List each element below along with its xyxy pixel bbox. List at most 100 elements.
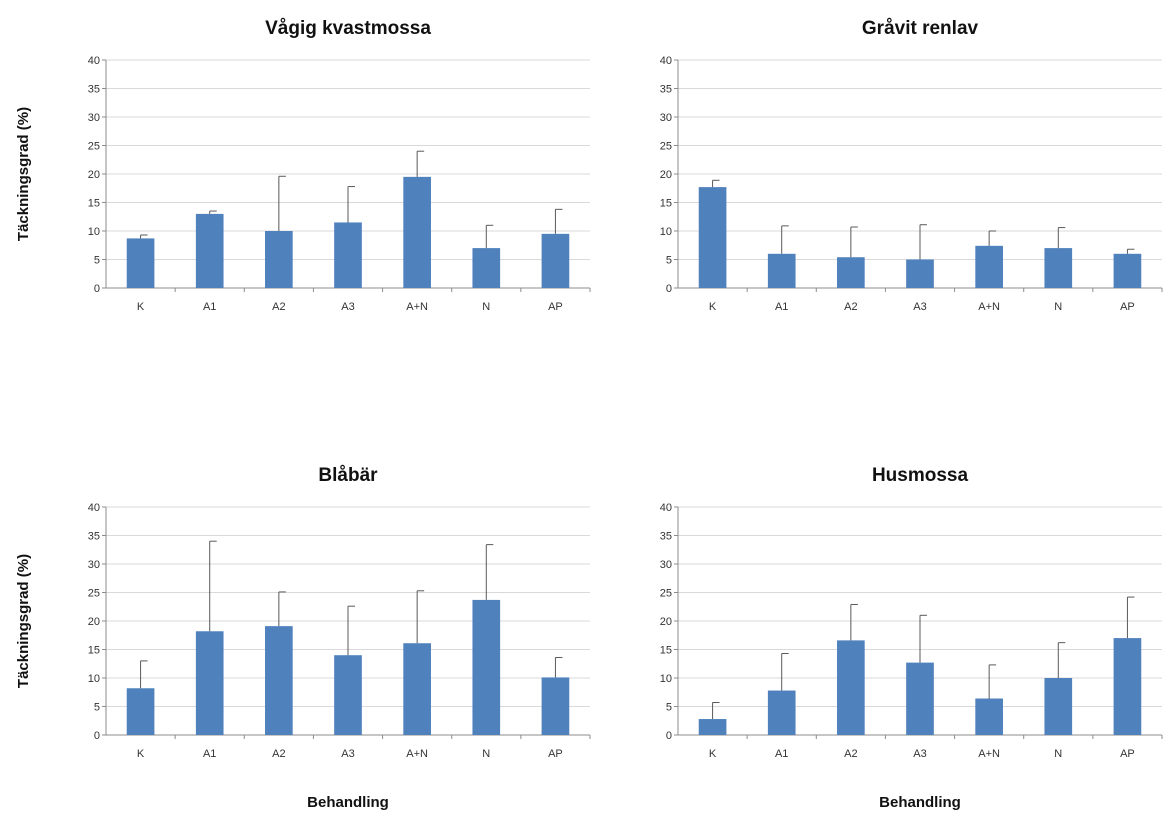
x-tick-label: AP [1120,748,1135,760]
y-tick-label: 0 [666,730,672,742]
chart-title: Gråvit renlav [862,18,979,39]
bar-AP [541,233,570,288]
bar-A3 [906,662,934,735]
y-tick-label: 20 [88,169,100,181]
x-tick-label: A1 [775,748,788,760]
x-tick-label: A+N [978,748,1000,760]
y-tick-label: 10 [660,673,672,685]
x-tick-label: A3 [341,301,354,313]
x-tick-label: A2 [844,748,857,760]
bar-AP [1113,638,1142,735]
y-tick-label: 35 [88,531,100,543]
bar-AP [541,677,570,735]
y-tick-label: 15 [660,645,672,657]
x-tick-label: A2 [272,301,285,313]
y-tick-label: 15 [660,198,672,210]
x-tick-label: A3 [341,748,354,760]
y-tick-label: 15 [88,198,100,210]
x-tick-label: K [137,748,145,760]
y-tick-label: 40 [660,502,672,514]
y-tick-label: 20 [660,616,672,628]
x-tick-label: K [137,301,145,313]
x-tick-label: N [482,748,490,760]
y-tick-label: 35 [88,84,100,96]
x-tick-label: A2 [272,748,285,760]
bar-K [698,719,727,735]
y-tick-label: 10 [88,673,100,685]
bar-A2 [265,231,293,288]
y-tick-label: 5 [94,255,100,267]
bar-K [126,688,155,735]
bar-N [1044,678,1073,735]
y-tick-label: 25 [88,588,100,600]
bar-K [698,187,727,288]
x-tick-label: N [1054,748,1062,760]
y-axis-label: Täckningsgrad (%) [15,554,32,688]
y-axis-label: Täckningsgrad (%) [15,107,32,241]
bar-A1 [195,213,224,288]
y-tick-label: 25 [88,141,100,153]
y-tick-label: 10 [88,226,100,238]
x-tick-label: A+N [978,301,1000,313]
x-tick-label: AP [1120,301,1135,313]
x-tick-label: A3 [913,301,926,313]
x-tick-label: AP [548,301,563,313]
x-tick-label: A1 [203,748,216,760]
bar-AP [1113,253,1142,288]
chart-panel-4: 0 5 10 15 20 25 30 35 40 K A1 A2 A3 A+N N AP Husmossa Beh… [660,465,1163,811]
x-tick-label: K [709,748,717,760]
y-tick-label: 10 [660,226,672,238]
x-tick-label: A1 [775,301,788,313]
y-tick-label: 5 [94,702,100,714]
y-tick-label: 35 [660,531,672,543]
chart-panel-3: 0 5 10 15 20 25 30 35 40 K A1 A2 A3 A+N N AP Blåbär Täckn… [15,465,591,811]
x-tick-label: A+N [406,301,428,313]
x-tick-label: K [709,301,717,313]
y-tick-label: 30 [88,112,100,124]
y-tick-label: 5 [666,255,672,267]
bar-N [472,599,501,735]
bar-N [1044,248,1073,288]
y-tick-label: 25 [660,141,672,153]
x-tick-label: A2 [844,301,857,313]
y-tick-label: 30 [660,559,672,571]
bar-K [126,238,155,288]
y-tick-label: 35 [660,84,672,96]
bar-A1 [195,631,224,735]
x-axis-label: Behandling [879,794,961,811]
y-tick-label: 0 [94,283,100,295]
bar-A2 [265,626,293,735]
chart-panel-1: 0 5 10 15 20 25 30 35 40 K A1 A2 A3 A+N N AP Vågig kvast… [15,18,591,313]
y-tick-label: 30 [660,112,672,124]
x-tick-label: A3 [913,748,926,760]
y-tick-label: 40 [88,55,100,67]
x-tick-label: A+N [406,748,428,760]
bar-N [472,248,501,288]
y-tick-label: 5 [666,702,672,714]
x-tick-label: A1 [203,301,216,313]
y-tick-label: 30 [88,559,100,571]
bar-A2 [837,640,865,735]
bar-A2 [837,257,865,288]
bar-A+N [975,698,1003,735]
y-tick-label: 20 [660,169,672,181]
bar-A+N [403,176,431,288]
chart-title: Husmossa [872,465,969,486]
chart-title: Blåbär [318,465,378,486]
y-tick-label: 40 [660,55,672,67]
bar-A+N [403,643,431,735]
bar-A3 [334,655,362,735]
y-tick-label: 0 [666,283,672,295]
bar-A1 [767,690,796,735]
y-tick-label: 40 [88,502,100,514]
x-tick-label: N [482,301,490,313]
y-tick-label: 25 [660,588,672,600]
bar-A+N [975,245,1003,288]
bar-A3 [906,259,934,288]
bar-A3 [334,222,362,288]
y-tick-label: 15 [88,645,100,657]
chart-title: Vågig kvastmossa [265,18,431,39]
y-tick-label: 20 [88,616,100,628]
chart-panel-2: 0 5 10 15 20 25 30 35 40 K A1 A2 A3 A+N N AP Gråvit renl… [660,18,1163,313]
